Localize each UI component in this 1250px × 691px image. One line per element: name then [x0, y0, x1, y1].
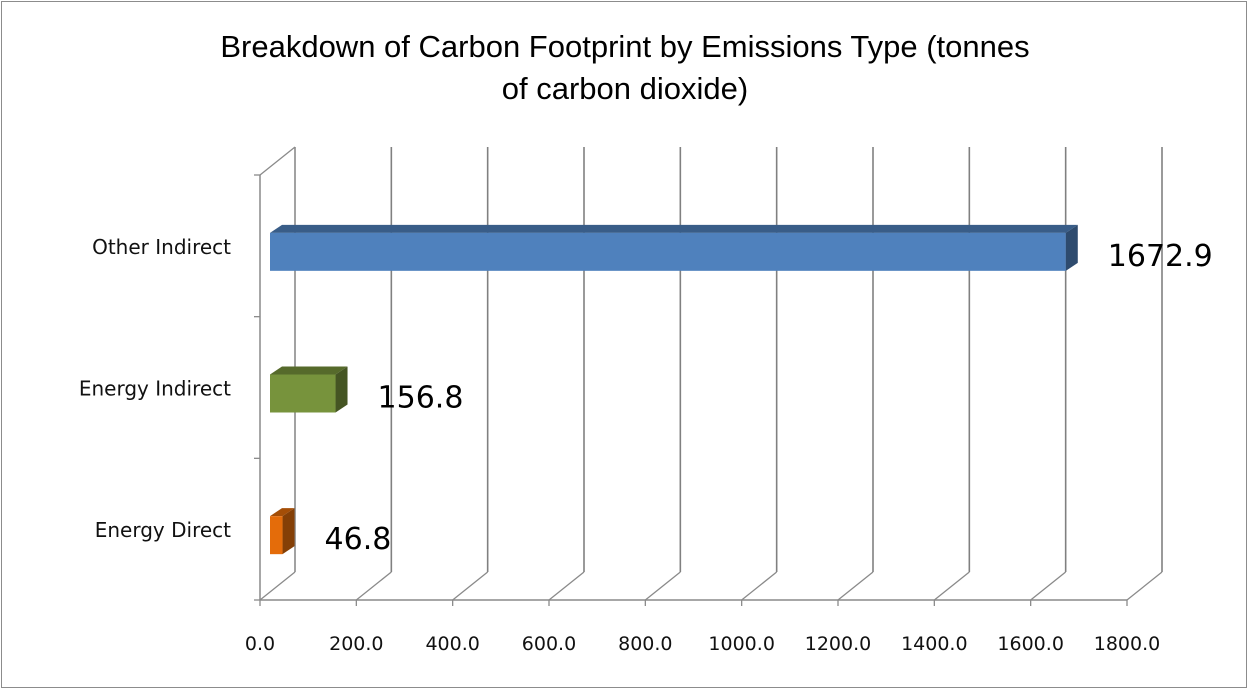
bar-side-face	[335, 366, 348, 413]
category-label: Other Indirect	[92, 235, 231, 259]
y-axis-top-edge	[259, 146, 296, 176]
bar-top-face	[270, 508, 295, 517]
x-tick-label: 1000.0	[708, 633, 774, 655]
gridline-floor	[644, 571, 681, 601]
chart-title-line-2: of carbon dioxide)	[501, 71, 749, 106]
bar-energy-direct	[270, 508, 295, 555]
gridline-floor	[837, 571, 874, 601]
x-tick-label: 400.0	[425, 633, 479, 655]
gridline-floor	[355, 571, 392, 601]
bar-top-face	[270, 366, 348, 375]
bars	[270, 224, 1078, 555]
gridline-floor	[741, 571, 778, 601]
x-tick-label: 0.0	[245, 633, 275, 655]
axes	[254, 146, 1128, 606]
x-tick-label: 600.0	[522, 633, 576, 655]
x-tick-label: 1400.0	[901, 633, 967, 655]
gridline-floor	[1030, 571, 1067, 601]
chart-title-line-1: Breakdown of Carbon Footprint by Emissio…	[220, 29, 1030, 64]
x-tick-label: 1600.0	[997, 633, 1063, 655]
x-tick-label: 800.0	[618, 633, 672, 655]
data-label: 46.8	[325, 522, 392, 557]
gridline-floor	[933, 571, 970, 601]
bar-top-face	[270, 224, 1078, 233]
bar-front-face	[270, 516, 283, 555]
x-tick-label: 200.0	[329, 633, 383, 655]
gridline-floor	[259, 571, 296, 601]
bar-front-face	[270, 232, 1066, 271]
gridline-floor	[548, 571, 585, 601]
gridlines	[259, 147, 1163, 601]
bar-energy-indirect	[270, 366, 348, 413]
category-label: Energy Direct	[95, 518, 231, 542]
bar-side-face	[282, 508, 295, 555]
chart-title: Breakdown of Carbon Footprint by Emissio…	[0, 26, 1250, 110]
labels: 0.0 200.0 400.0 600.0 800.0 1000.0 1200.0 1400.…	[79, 235, 1213, 655]
bar-front-face	[270, 374, 336, 413]
bar-other-indirect	[270, 224, 1078, 271]
category-label: Energy Indirect	[79, 377, 231, 401]
data-label: 1672.9	[1108, 239, 1213, 274]
x-tick-label: 1200.0	[805, 633, 871, 655]
gridline-floor	[452, 571, 489, 601]
x-tick-label: 1800.0	[1094, 633, 1160, 655]
gridline-floor	[1126, 571, 1163, 601]
data-label: 156.8	[378, 381, 464, 416]
bar-side-face	[1065, 224, 1078, 271]
